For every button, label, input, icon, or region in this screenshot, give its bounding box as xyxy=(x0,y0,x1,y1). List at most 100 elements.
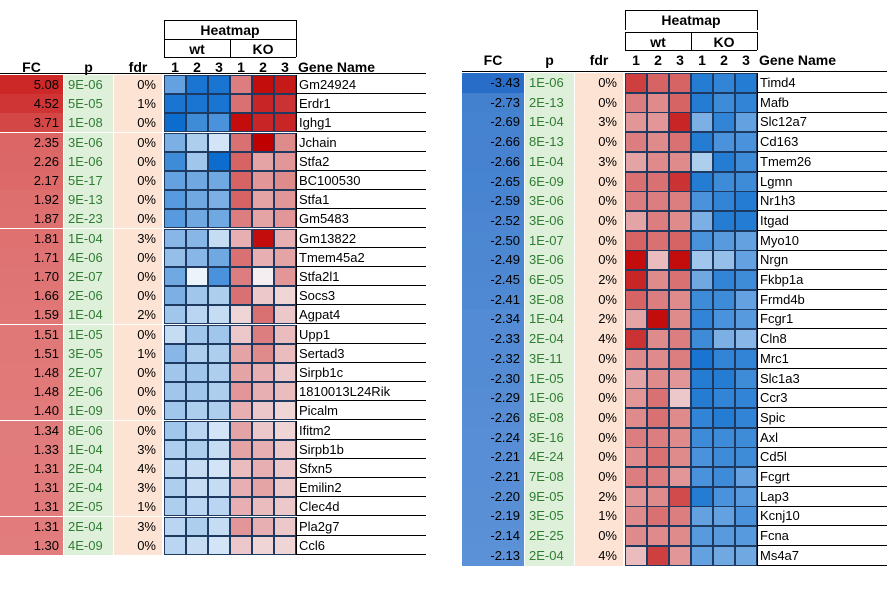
fdr-value: 0% xyxy=(114,401,162,420)
heatmap-cell xyxy=(252,286,274,305)
gene-name: Sirpb1b xyxy=(296,440,426,459)
group-label: KO xyxy=(713,34,735,50)
heatmap-cell xyxy=(669,112,691,132)
heatmap-cell xyxy=(647,152,669,172)
heatmap-cell xyxy=(252,382,274,401)
heatmap-cell xyxy=(252,478,274,497)
p-value: 1E-06 xyxy=(64,152,113,171)
heatmap-cell xyxy=(647,290,669,310)
fc-value: 1.34 xyxy=(0,421,63,440)
heatmap-cell xyxy=(186,286,208,305)
heatmap-cell xyxy=(230,113,252,132)
gene-name: Nr1h3 xyxy=(757,191,887,211)
gene-name: Lgmn xyxy=(757,172,887,192)
heatmap-cell xyxy=(252,517,274,536)
heatmap-cell xyxy=(735,112,757,132)
heatmap-cell xyxy=(647,467,669,487)
heatmap-cell xyxy=(669,270,691,290)
heatmap-cell xyxy=(164,94,186,113)
heatmap-cell xyxy=(186,459,208,478)
heatmap-cell xyxy=(164,248,186,267)
fc-value: 1.59 xyxy=(0,305,63,324)
heatmap-cell xyxy=(208,401,230,420)
heatmap-cell xyxy=(252,401,274,420)
heatmap-cell xyxy=(625,546,647,566)
heatmap-cell xyxy=(647,408,669,428)
heatmap-cell xyxy=(647,172,669,192)
p-value: 3E-06 xyxy=(525,250,574,270)
heatmap-cell xyxy=(252,421,274,440)
p-value: 6E-09 xyxy=(525,172,574,192)
p-value: 5E-17 xyxy=(64,171,113,190)
heatmap-title: Heatmap xyxy=(661,12,721,28)
heatmap-cell xyxy=(274,344,296,363)
heatmap-cell xyxy=(713,211,735,231)
fdr-value: 3% xyxy=(575,152,623,172)
heatmap-title-border-top xyxy=(164,20,296,21)
gene-name: Timd4 xyxy=(757,73,887,93)
p-value: 1E-04 xyxy=(64,305,113,324)
p-value: 6E-05 xyxy=(525,270,574,290)
heatmap-cell xyxy=(691,290,713,310)
heatmap-cell xyxy=(691,388,713,408)
heatmap-cell xyxy=(647,93,669,113)
heatmap-cell xyxy=(691,132,713,152)
heatmap-cell xyxy=(713,152,735,172)
heatmap-cell xyxy=(647,231,669,251)
p-value: 2E-13 xyxy=(525,93,574,113)
heatmap-cell xyxy=(625,211,647,231)
fc-value: 1.48 xyxy=(0,363,63,382)
fc-value: 1.92 xyxy=(0,190,63,209)
heatmap-cell xyxy=(230,248,252,267)
heatmap-cell xyxy=(625,408,647,428)
heatmap-cell xyxy=(208,190,230,209)
heatmap-cell xyxy=(713,428,735,448)
fdr-value: 1% xyxy=(575,506,623,526)
fc-value: 1.33 xyxy=(0,440,63,459)
heatmap-cell xyxy=(625,250,647,270)
p-value: 1E-04 xyxy=(525,112,574,132)
fdr-value: 0% xyxy=(114,75,162,94)
heatmap-cell xyxy=(735,546,757,566)
gene-name: Erdr1 xyxy=(296,94,426,113)
fdr-value: 0% xyxy=(575,73,623,93)
gene-name: Fkbp1a xyxy=(757,270,887,290)
heatmap-cell xyxy=(208,382,230,401)
heatmap-cell xyxy=(274,190,296,209)
fdr-value: 4% xyxy=(575,546,623,566)
heatmap-cell xyxy=(164,401,186,420)
fdr-value: 0% xyxy=(114,171,162,190)
heatmap-cell xyxy=(647,546,669,566)
heatmap-cell xyxy=(691,408,713,428)
heatmap-cell xyxy=(252,133,274,152)
gene-name: Tmem26 xyxy=(757,152,887,172)
gene-name-header: Gene Name xyxy=(759,52,837,68)
heatmap-cell xyxy=(625,467,647,487)
heatmap-cell xyxy=(625,290,647,310)
gene-name: Slc1a3 xyxy=(757,369,887,389)
heatmap-cell xyxy=(669,211,691,231)
p-value: 2E-04 xyxy=(525,329,574,349)
fc-value: -2.26 xyxy=(462,408,524,428)
heatmap-cell xyxy=(164,267,186,286)
heatmap-cell xyxy=(230,344,252,363)
heatmap-cell xyxy=(647,132,669,152)
gene-name: Sirpb1c xyxy=(296,363,426,382)
gene-name: Stfa2l1 xyxy=(296,267,426,286)
p-value: 1E-08 xyxy=(64,113,113,132)
heatmap-cell xyxy=(274,152,296,171)
group-bottom-line xyxy=(164,57,296,58)
heatmap-cell xyxy=(713,309,735,329)
heatmap-cell xyxy=(691,329,713,349)
fc-value: -2.14 xyxy=(462,526,524,546)
gene-name: Lap3 xyxy=(757,487,887,507)
heatmap-cell xyxy=(713,408,735,428)
heatmap-cell xyxy=(208,209,230,228)
heatmap-cell xyxy=(735,487,757,507)
fdr-value: 0% xyxy=(575,467,623,487)
header-underline xyxy=(0,73,426,74)
fc-value: -2.69 xyxy=(462,112,524,132)
fc-value: -2.41 xyxy=(462,290,524,310)
heatmap-cell xyxy=(252,325,274,344)
p-value: 2E-04 xyxy=(64,517,113,536)
